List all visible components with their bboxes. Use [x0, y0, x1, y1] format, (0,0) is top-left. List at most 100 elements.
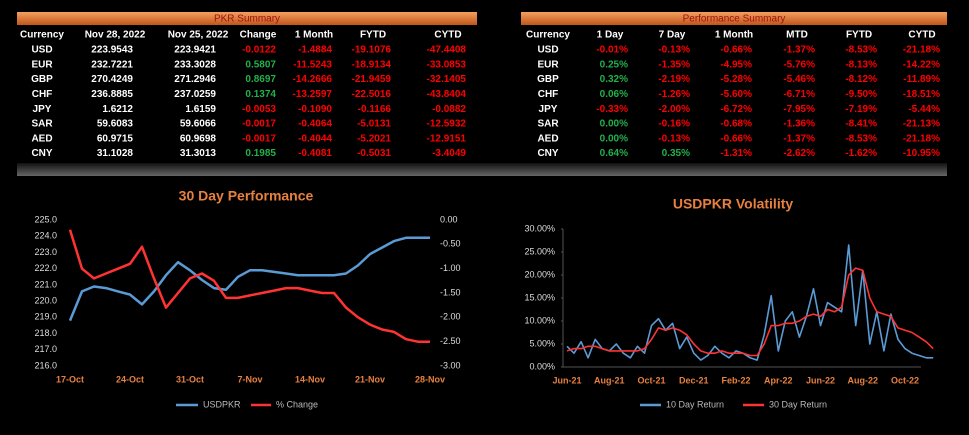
x-tick-label: Dec-21 [679, 375, 709, 385]
table-cell: 60.9698 [180, 133, 217, 144]
y2-tick-label: -0.50 [440, 239, 461, 249]
table-header: 7 Day [659, 30, 686, 41]
table-header: Currency [20, 30, 64, 41]
table-cell: USD [31, 45, 52, 56]
table-cell: -6.71% [783, 89, 815, 100]
table-cell: CHF [32, 89, 53, 100]
table-cell: -18.51% [903, 89, 940, 100]
table-cell: -1.35% [658, 59, 690, 70]
table-cell: -0.66% [720, 133, 752, 144]
table-cell: -8.12% [845, 74, 877, 85]
x-tick-label: Feb-22 [721, 375, 750, 385]
y2-tick-label: -2.00 [440, 312, 461, 322]
table-header: 1 Month [295, 30, 333, 41]
table-header: Nov 28, 2022 [85, 30, 146, 41]
table-cell: -5.60% [720, 89, 752, 100]
y-tick-label: 5.00% [529, 338, 555, 348]
table-cell: -3.4049 [432, 148, 466, 159]
table-cell: -8.53% [845, 133, 877, 144]
table-cell: -0.4044 [298, 133, 332, 144]
table-cell: GBP [31, 74, 53, 85]
table-cell: 232.7221 [91, 59, 133, 70]
table-cell: SAR [537, 119, 559, 130]
table-cell: -13.2597 [293, 89, 333, 100]
table-cell: 1.6159 [185, 104, 216, 115]
table-cell: -9.50% [845, 89, 877, 100]
table-cell: -5.2021 [357, 133, 391, 144]
table-cell: -0.66% [720, 45, 752, 56]
table-cell: 0.06% [600, 89, 628, 100]
table-cell: -5.44% [908, 104, 940, 115]
table-title: Performance Summary [683, 14, 786, 25]
table-cell: 0.5807 [245, 59, 276, 70]
y-tick-label: 220.0 [34, 295, 57, 305]
table-cell: -21.13% [903, 119, 940, 130]
table-cell: -10.95% [903, 148, 940, 159]
table-cell: GBP [537, 74, 559, 85]
table-cell: -32.1405 [427, 74, 467, 85]
table-cell: -0.4081 [298, 148, 332, 159]
table-header: Change [240, 30, 277, 41]
y-tick-label: 25.00% [524, 246, 555, 256]
table-cell: -0.5031 [357, 148, 391, 159]
y-tick-label: 0.00% [529, 361, 555, 371]
y-tick-label: 216.0 [34, 360, 57, 370]
x-tick-label: Oct-21 [637, 375, 665, 385]
table-cell: 233.3028 [174, 59, 216, 70]
table-cell: -5.0131 [357, 119, 391, 130]
legend-label: 30 Day Return [769, 399, 827, 409]
table-title-bar [521, 12, 947, 25]
table-cell: CNY [31, 148, 52, 159]
table-cell: -47.4408 [427, 45, 467, 56]
x-tick-label: 21-Nov [355, 374, 385, 384]
y2-tick-label: -1.50 [440, 287, 461, 297]
table-cell: AED [31, 133, 52, 144]
x-tick-label: Jun-22 [806, 375, 835, 385]
table-cell: -4.95% [720, 59, 752, 70]
table-cell: -0.68% [720, 119, 752, 130]
y-tick-label: 15.00% [524, 292, 555, 302]
table-cell: -5.76% [783, 59, 815, 70]
table-cell: -14.22% [903, 59, 940, 70]
table-cell: -0.01% [596, 45, 628, 56]
table-header: Currency [526, 30, 570, 41]
table-cell: -5.28% [720, 74, 752, 85]
table-cell: -2.00% [658, 104, 690, 115]
table-cell: -8.53% [845, 45, 877, 56]
x-tick-label: 28-Nov [415, 374, 445, 384]
legend-label: USDPKR [203, 399, 241, 409]
x-tick-label: 31-Oct [176, 374, 204, 384]
table-cell: -2.62% [783, 148, 815, 159]
table-cell: -21.18% [903, 45, 940, 56]
table-cell: 31.3013 [180, 148, 217, 159]
y-tick-label: 10.00% [524, 315, 555, 325]
table-header: FYTD [360, 30, 386, 41]
table-cell: 1.6212 [102, 104, 133, 115]
table-cell: AED [537, 133, 558, 144]
y-tick-label: 20.00% [524, 269, 555, 279]
table-cell: -0.0122 [242, 45, 276, 56]
x-tick-label: Aug-21 [594, 375, 625, 385]
table-cell: -22.5016 [352, 89, 392, 100]
table-cell: -1.62% [845, 148, 877, 159]
y-tick-label: 218.0 [34, 328, 57, 338]
table-cell: 59.6066 [180, 119, 217, 130]
table-cell: -8.41% [845, 119, 877, 130]
table-cell: -7.95% [783, 104, 815, 115]
table-cell: -19.1076 [352, 45, 392, 56]
x-tick-label: Oct-22 [891, 375, 919, 385]
y-tick-label: 225.0 [34, 214, 57, 224]
table-cell: -1.37% [783, 133, 815, 144]
table-cell: -18.9134 [352, 59, 392, 70]
table-cell: -33.0853 [427, 59, 467, 70]
table-cell: -21.18% [903, 133, 940, 144]
table-cell: -0.0017 [242, 119, 276, 130]
table-cell: -7.19% [845, 104, 877, 115]
series-line [566, 267, 934, 357]
table-cell: 0.1374 [245, 89, 276, 100]
table-cell: 223.9421 [174, 45, 216, 56]
table-cell: -0.4064 [298, 119, 332, 130]
table-cell: -21.9459 [352, 74, 392, 85]
